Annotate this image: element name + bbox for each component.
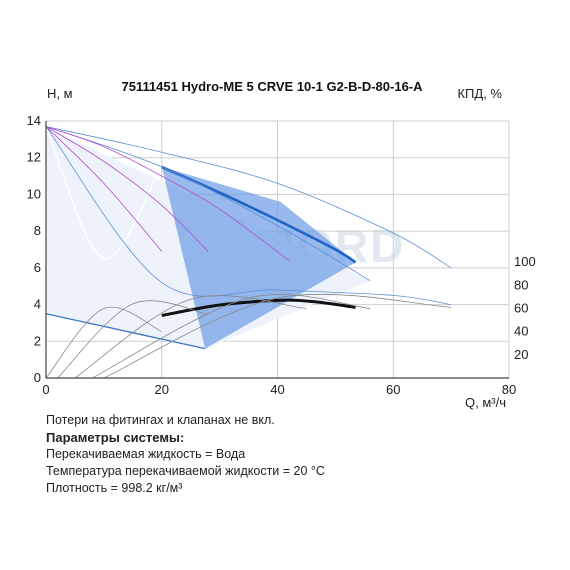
series-layer bbox=[45, 126, 452, 379]
notes-fluid: Перекачиваемая жидкость = Вода bbox=[46, 447, 246, 461]
head-envelope-2 bbox=[45, 126, 452, 269]
operating-area bbox=[161, 166, 356, 349]
efficiency-envelope-4 bbox=[92, 294, 371, 379]
y2-axis-label: КПД, % bbox=[457, 86, 502, 101]
axes: 0 20 40 60 80 2 4 6 8 10 12 14 0 20 40 60 80 100 bbox=[27, 113, 536, 397]
x-tick-label: 0 bbox=[42, 382, 49, 397]
notes-density: Плотность = 998.2 кг/м³ bbox=[46, 481, 183, 495]
y-tick-label: 8 bbox=[34, 223, 41, 238]
y-tick-label: 12 bbox=[27, 150, 41, 165]
y2-tick-label: 20 bbox=[514, 347, 528, 362]
x-tick-label: 60 bbox=[386, 382, 400, 397]
x-tick-label: 20 bbox=[155, 382, 169, 397]
chart-title: 75111451 Hydro-ME 5 CRVE 10-1 G2-B-D-80-… bbox=[121, 79, 423, 94]
efficiency-envelope-2 bbox=[57, 300, 209, 379]
magenta-2 bbox=[45, 126, 209, 252]
y-tick-label: 10 bbox=[27, 186, 41, 201]
notes-temperature: Температура перекачиваемой жидкости = 20… bbox=[46, 464, 325, 478]
x-axis-label: Q, м³/ч bbox=[465, 395, 506, 410]
efficiency-envelope-5 bbox=[103, 293, 452, 379]
y2-tick-label: 80 bbox=[514, 277, 528, 292]
magenta-3 bbox=[45, 126, 290, 261]
efficiency-envelope-1 bbox=[45, 306, 162, 379]
efficiency-curve bbox=[161, 298, 356, 317]
head-envelope-1 bbox=[45, 126, 371, 282]
y-tick-label: 4 bbox=[34, 297, 41, 312]
y-axis-label: H, м bbox=[47, 86, 73, 101]
y-tick-label: 14 bbox=[27, 113, 41, 128]
head-curve-max bbox=[161, 165, 357, 264]
notes-heading: Параметры системы: bbox=[46, 430, 185, 445]
system-notes: Потери на фитингах и клапанах не вкл. Па… bbox=[46, 412, 325, 497]
left-envelope bbox=[45, 126, 163, 260]
y2-tick-label: 60 bbox=[514, 301, 528, 316]
x-tick-label: 40 bbox=[270, 382, 284, 397]
y-tick-label: 6 bbox=[34, 260, 41, 275]
notes-losses: Потери на фитингах и клапанах не вкл. bbox=[46, 413, 275, 427]
head-envelope-3 bbox=[45, 126, 452, 305]
efficiency-envelope-3 bbox=[74, 295, 307, 379]
y2-tick-label: 40 bbox=[514, 324, 528, 339]
min-head-line bbox=[45, 313, 206, 350]
magenta-1 bbox=[45, 126, 163, 252]
y2-tick-label: 100 bbox=[514, 254, 536, 269]
y-tick-label: 2 bbox=[34, 333, 41, 348]
y-tick-label: 0 bbox=[34, 370, 41, 385]
x-tick-label: 80 bbox=[502, 382, 516, 397]
